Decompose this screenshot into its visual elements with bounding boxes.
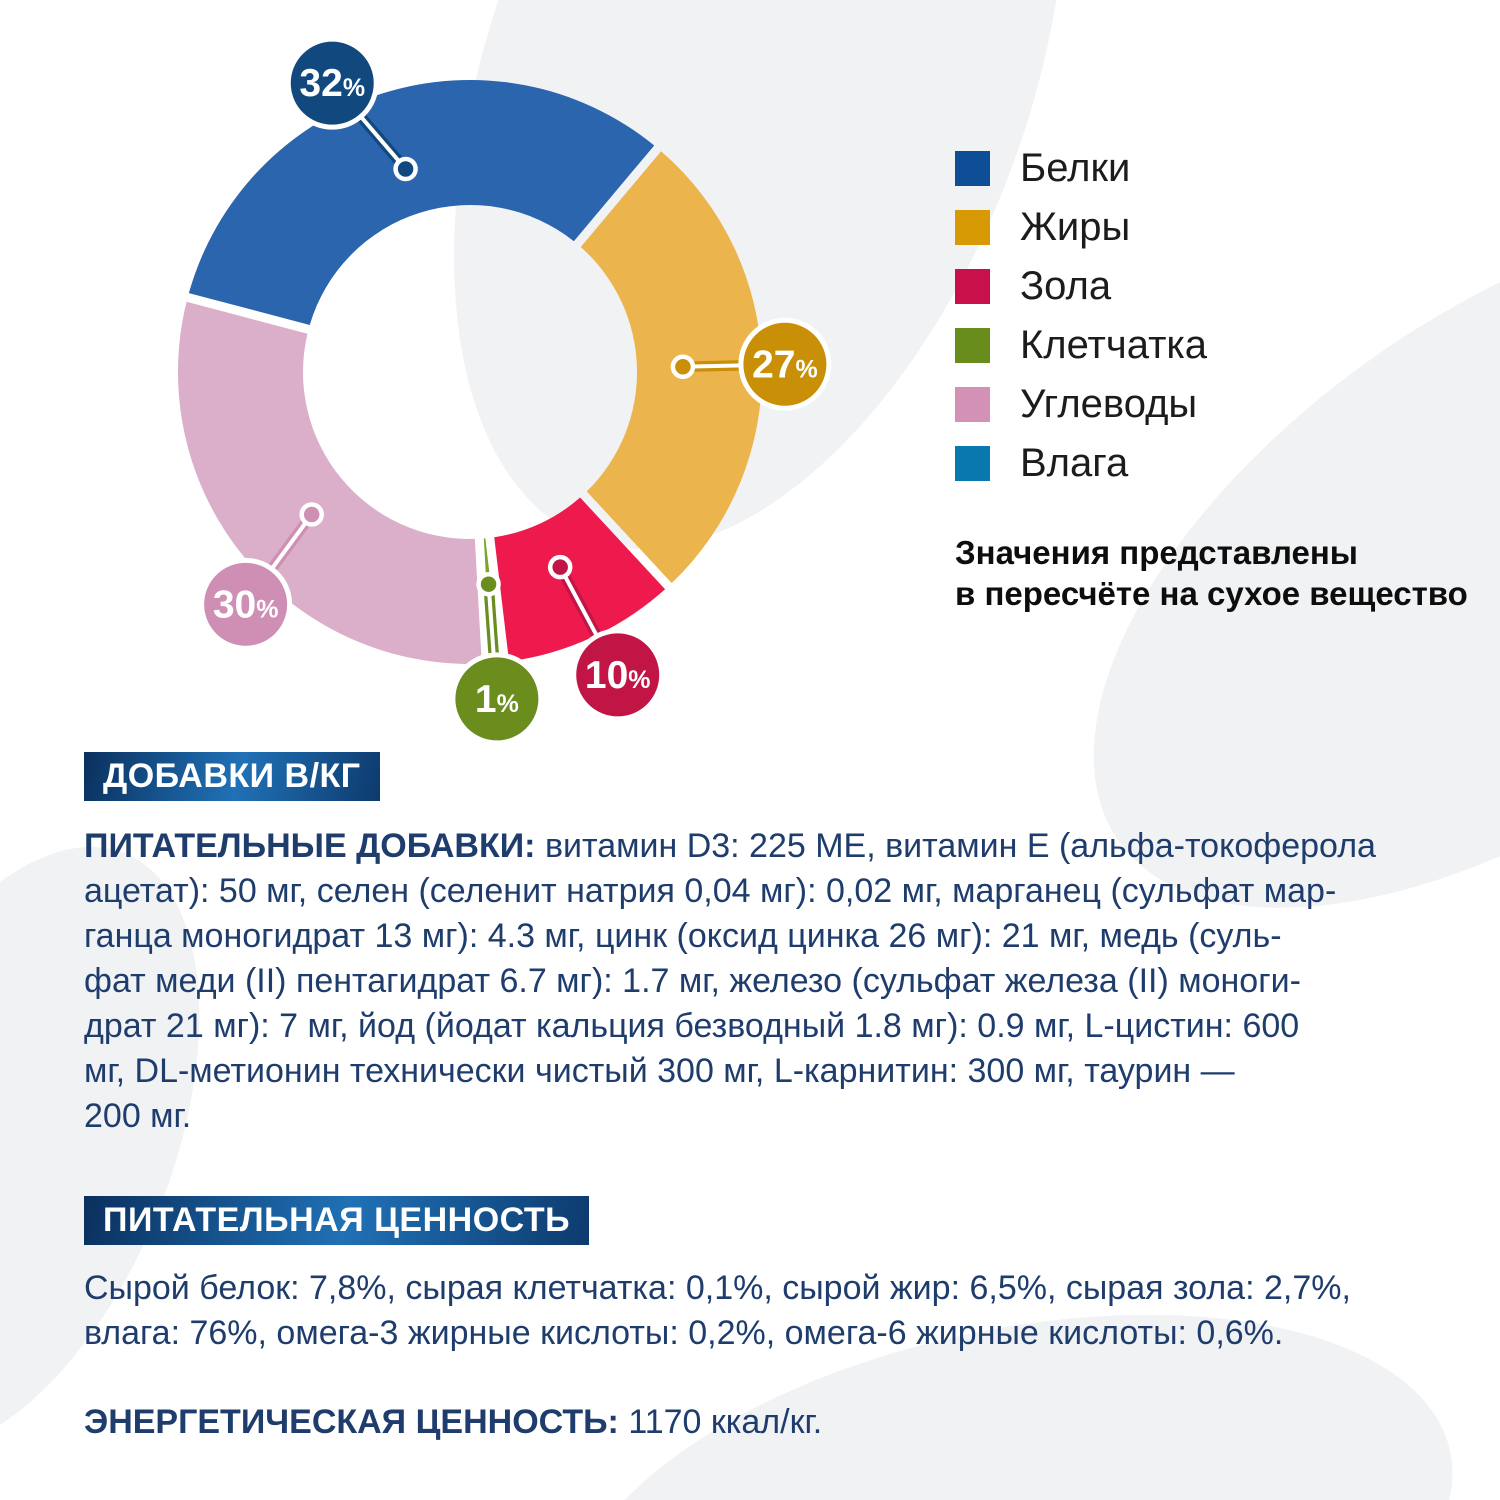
legend-swatch	[955, 386, 990, 422]
additives-text: ПИТАТЕЛЬНЫЕ ДОБАВКИ: витамин D3: 225 МЕ,…	[84, 824, 1484, 1139]
legend-item-1: Жиры	[955, 205, 1207, 249]
callout-bubble-3	[450, 652, 544, 746]
bubble-label-0: 32%	[299, 62, 365, 105]
additives-body: витамин D3: 225 МЕ, витамин Е (альфа-ток…	[84, 827, 1376, 1135]
legend-label: Жиры	[1020, 204, 1131, 249]
bubble-label-4: 30%	[213, 583, 279, 626]
nutrition-header: ПИТАТЕЛЬНАЯ ЦЕННОСТЬ	[84, 1196, 590, 1245]
legend-label: Влага	[1020, 440, 1129, 485]
callout-bubble-1	[738, 317, 832, 411]
legend-swatch	[955, 327, 990, 363]
nutrition-header-label: ПИТАТЕЛЬНАЯ ЦЕННОСТЬ	[103, 1201, 571, 1239]
bubble-label-1: 27%	[752, 343, 818, 386]
bubble-label-2: 10%	[585, 654, 651, 697]
callout-dot-4	[299, 502, 324, 527]
legend-note: Значения представлены в пересчёте на сух…	[955, 534, 1468, 612]
additives-lead: ПИТАТЕЛЬНЫЕ ДОБАВКИ:	[84, 827, 536, 865]
callout-dot-3	[476, 571, 501, 597]
energy-text: ЭНЕРГЕТИЧЕСКАЯ ЦЕННОСТЬ: 1170 ккал/кг.	[84, 1400, 1484, 1445]
bubble-label-3: 1%	[475, 678, 519, 721]
callout-bubble-0	[285, 36, 379, 130]
nutrition-text: Сырой белок: 7,8%, сырая клетчатка: 0,1%…	[84, 1269, 1351, 1352]
legend-item-4: Углеводы	[955, 382, 1207, 426]
energy-value: 1170 ккал/кг.	[618, 1403, 823, 1441]
callout-dot-2	[547, 554, 573, 580]
energy-lead: ЭНЕРГЕТИЧЕСКАЯ ЦЕННОСТЬ:	[84, 1403, 619, 1441]
legend-swatch	[955, 209, 990, 245]
callout-dot-1	[670, 354, 696, 380]
donut-chart: 32% 27% 10% 1% 30%	[178, 36, 832, 746]
legend-label: Углеводы	[1020, 381, 1198, 426]
donut-slice-4	[178, 301, 482, 664]
chart-legend: Белки Жиры Зола Клетчатка Углеводы Влага	[955, 146, 1207, 504]
callout-dot-0	[393, 156, 418, 182]
legend-label: Клетчатка	[1020, 322, 1208, 367]
legend-item-0: Белки	[955, 146, 1207, 190]
legend-swatch	[955, 150, 990, 186]
legend-swatch	[955, 445, 990, 481]
legend-item-3: Клетчатка	[955, 323, 1207, 367]
legend-swatch	[955, 268, 990, 304]
callout-bubble-2	[571, 628, 665, 722]
additives-header-label: ДОБАВКИ В/КГ	[103, 757, 361, 795]
callout-bubble-4	[199, 557, 293, 651]
additives-header: ДОБАВКИ В/КГ	[84, 752, 380, 801]
legend-item-5: Влага	[955, 441, 1207, 485]
donut-slice-0	[188, 79, 655, 326]
legend-label: Зола	[1020, 263, 1112, 308]
legend-label: Белки	[1020, 145, 1131, 190]
legend-item-2: Зола	[955, 264, 1207, 308]
donut-slice-2	[494, 497, 666, 662]
